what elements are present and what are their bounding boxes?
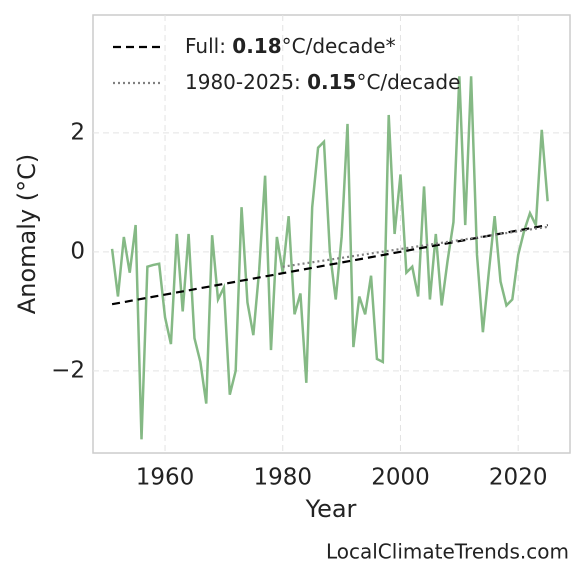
y-tick-label: −2 [51, 357, 85, 383]
y-tick-label: 0 [70, 238, 85, 264]
legend-text: 0.18 [232, 34, 281, 58]
x-tick-label: 2000 [371, 465, 430, 491]
legend-label: Full: 0.18°C/decade* [185, 34, 396, 58]
y-axis-label: Anomaly (°C) [13, 154, 41, 314]
legend-text: °C/decade [356, 70, 460, 94]
data-line [282, 225, 548, 268]
legend-text: 0.15 [307, 70, 356, 94]
legend-text: 1980-2025: [185, 70, 307, 94]
x-tick-label: 1960 [136, 465, 195, 491]
legend-text: Full: [185, 34, 232, 58]
legend-text: °C/decade* [282, 34, 396, 58]
data-line [111, 223, 548, 306]
x-tick-label: 1980 [253, 465, 312, 491]
legend-label: 1980-2025: 0.15°C/decade [185, 70, 460, 94]
x-axis-label: Year [305, 495, 357, 523]
plot-frame [92, 14, 571, 454]
x-tick-label: 2020 [489, 465, 548, 491]
source: LocalClimateTrends.com [326, 540, 569, 564]
y-tick-label: 2 [70, 119, 85, 145]
data-line [110, 76, 549, 440]
